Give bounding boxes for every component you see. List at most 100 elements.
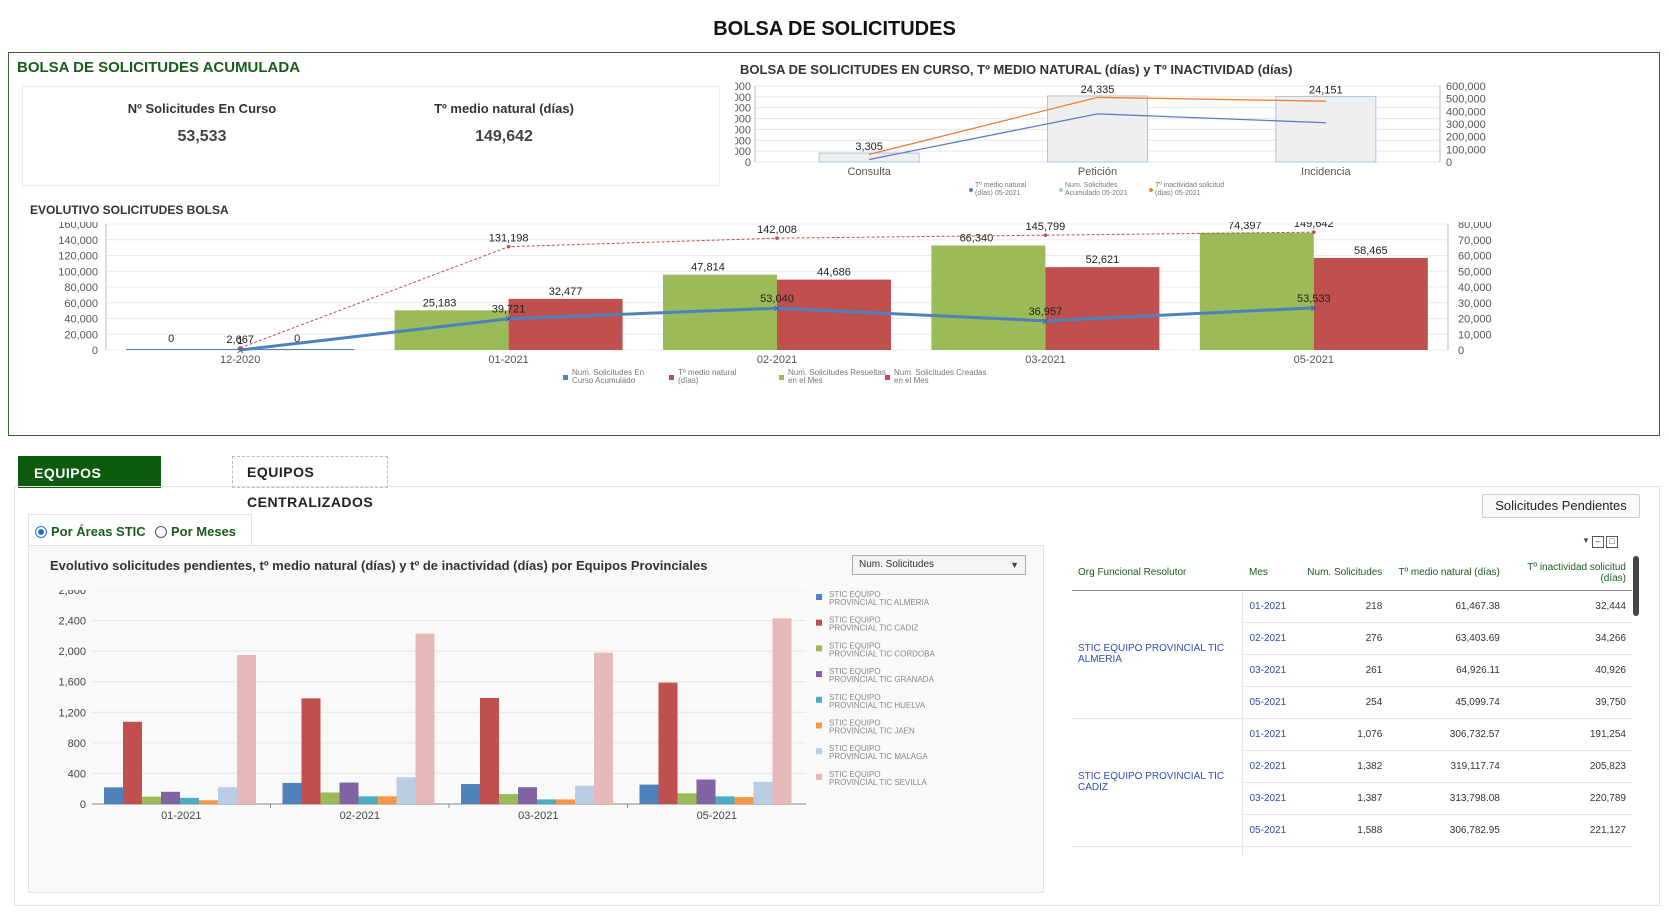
pending-table-grid: Org Funcional Resolutor Mes Num. Solicitud… bbox=[1072, 556, 1632, 856]
legend-label-line: Num. Solicitudes En bbox=[572, 368, 644, 377]
line-data-label: 53,533 bbox=[1297, 293, 1331, 305]
evolutivo-heading: EVOLUTIVO SOLICITUDES BOLSA bbox=[30, 203, 229, 217]
table-row: STIC EQUIPO PROVINCIAL TIC CADIZ 01-2021 1… bbox=[1072, 718, 1632, 847]
org-cell[interactable] bbox=[1072, 846, 1244, 856]
mes-cell[interactable]: 03-2021 bbox=[1242, 782, 1299, 815]
point-medio-natural bbox=[1312, 230, 1316, 234]
bar-resueltas bbox=[1199, 232, 1314, 350]
y-tick-label: 0 bbox=[745, 157, 751, 169]
legend-label-line: (días) 05-2021 bbox=[975, 190, 1021, 197]
radio-por-areas[interactable]: Por Áreas STIC bbox=[35, 524, 146, 539]
legend-label-line: Acumulado 05-2021 bbox=[1065, 190, 1128, 197]
y-tick-label: 24,000 bbox=[735, 92, 751, 104]
mes-cell[interactable]: 05-2021 bbox=[1242, 686, 1299, 719]
column-header[interactable]: Tº inactividad solicitud (días) bbox=[1505, 556, 1632, 591]
y-tick-label: 40,000 bbox=[64, 314, 98, 326]
minimize-icon[interactable]: – bbox=[1592, 536, 1604, 548]
value-cell: 1,382 bbox=[1298, 750, 1389, 783]
chart-curso: 04,0008,00012,00016,00020,00024,00028,00… bbox=[735, 81, 1486, 197]
bar-equipo bbox=[696, 779, 716, 804]
tab-equipos-provinciales[interactable]: EQUIPOS PROVINCIALES bbox=[18, 456, 162, 511]
mes-cell[interactable]: 05-2021 bbox=[1242, 814, 1299, 847]
legend-marker bbox=[816, 594, 822, 600]
mes-cell[interactable]: 01- bbox=[1242, 846, 1299, 856]
line-data-label: 145,799 bbox=[1026, 222, 1066, 233]
bar-equipo bbox=[199, 800, 218, 804]
line-data-label: 142,008 bbox=[757, 224, 797, 236]
caret-down-icon[interactable]: ▾ bbox=[1583, 535, 1589, 545]
mes-cell[interactable]: 02-2021 bbox=[1242, 622, 1299, 655]
y-tick-label: 60,000 bbox=[64, 298, 98, 310]
column-header[interactable]: Num. Solicitudes bbox=[1298, 556, 1389, 591]
y-tick-label: 80,000 bbox=[64, 282, 98, 294]
bar-data-label: 25,183 bbox=[423, 297, 457, 309]
legend-marker bbox=[816, 696, 822, 703]
bar-equipo bbox=[556, 799, 575, 804]
table-row: STIC EQUIPO PROVINCIAL TIC ALMERIA 01-202… bbox=[1072, 590, 1632, 719]
pending-chart-title: Evolutivo solicitudes pendientes, tº med… bbox=[50, 558, 708, 573]
page-title: BOLSA DE SOLICITUDES bbox=[713, 18, 956, 40]
point-en-curso: ✕ bbox=[773, 304, 781, 315]
line-en-curso bbox=[240, 306, 1314, 352]
column-header[interactable]: Org Funcional Resolutor bbox=[1072, 556, 1243, 591]
y2-tick-label: 30,000 bbox=[1458, 298, 1492, 310]
bar-equipo bbox=[161, 791, 180, 804]
bar-equipo bbox=[753, 781, 773, 804]
bar-creadas bbox=[1045, 267, 1160, 350]
bar-acumulado bbox=[1275, 95, 1377, 163]
x-tick-label: 03-2021 bbox=[1025, 354, 1065, 366]
tab-equipos-centralizados[interactable]: EQUIPOS CENTRALIZADOS bbox=[232, 456, 389, 510]
value-cell: 306,782.95 bbox=[1388, 814, 1506, 847]
point-medio-natural bbox=[1043, 233, 1048, 237]
x-tick-label: Petición bbox=[1078, 166, 1117, 178]
value-cell: 254 bbox=[1298, 686, 1389, 719]
y2-tick-label: 200,000 bbox=[1446, 132, 1486, 144]
org-cell[interactable]: STIC EQUIPO PROVINCIAL TIC ALMERIA bbox=[1072, 590, 1244, 719]
kpi-box bbox=[22, 86, 720, 186]
radio-unchecked-icon bbox=[155, 526, 167, 538]
radio-por-meses[interactable]: Por Meses bbox=[155, 524, 236, 539]
value-cell: 313,798.08 bbox=[1388, 782, 1506, 815]
maximize-icon[interactable]: □ bbox=[1606, 536, 1618, 548]
radio-por-areas-label: Por Áreas STIC bbox=[51, 524, 146, 539]
bar-creadas bbox=[240, 349, 355, 350]
point-medio-natural bbox=[506, 244, 511, 249]
bar-data-label: 44,686 bbox=[817, 267, 851, 279]
table-scrollbar[interactable] bbox=[1633, 556, 1639, 616]
legend-marker bbox=[816, 748, 822, 755]
mes-cell[interactable]: 03-2021 bbox=[1242, 654, 1299, 687]
bar-equipo bbox=[339, 782, 359, 804]
legend-marker bbox=[779, 375, 784, 380]
column-header[interactable]: Tº medio natural (días) bbox=[1388, 556, 1506, 591]
mes-cell[interactable]: 01-2021 bbox=[1242, 718, 1299, 751]
legend-marker bbox=[816, 619, 822, 626]
legend-label-line: Num. Solicitudes Creadas bbox=[894, 368, 986, 377]
legend-label-line: PROVINCIAL TIC SEVILLA bbox=[829, 778, 927, 787]
mes-cell[interactable]: 01-2021 bbox=[1242, 590, 1299, 623]
legend-label: Num. Solicitudes En Curso Acumulado bbox=[572, 368, 644, 385]
value-cell: 261 bbox=[1298, 654, 1389, 687]
y-tick-label: 2,000 bbox=[58, 646, 86, 658]
bar-equipo bbox=[320, 792, 340, 804]
org-cell[interactable]: STIC EQUIPO PROVINCIAL TIC CADIZ bbox=[1072, 718, 1244, 847]
metric-select[interactable]: Num. Solicitudes ▼ bbox=[852, 555, 1026, 575]
line-data-label: 39,721 bbox=[492, 304, 526, 316]
column-header[interactable]: Mes bbox=[1242, 556, 1299, 591]
value-cell: 39,750 bbox=[1505, 686, 1632, 719]
legend-label-line: PROVINCIAL TIC CORDOBA bbox=[829, 649, 935, 658]
legend-label-line: Tº medio natural bbox=[678, 368, 737, 377]
bar-equipo bbox=[142, 796, 161, 804]
chart-evolutivo: 020,00040,00060,00080,000100,000120,0001… bbox=[58, 222, 1492, 385]
mes-cell[interactable]: 02-2021 bbox=[1242, 750, 1299, 783]
line-data-label: 131,198 bbox=[489, 233, 529, 245]
table-row: 03-2021 261 64,926.11 40,926 bbox=[1072, 654, 1632, 687]
bar-equipo bbox=[677, 793, 697, 804]
point-en-curso: ✕ bbox=[504, 315, 512, 326]
y2-tick-label: 70,000 bbox=[1458, 235, 1492, 247]
bar-equipo bbox=[180, 797, 199, 804]
bar-equipo bbox=[301, 698, 321, 804]
legend-label-line: en el Mes bbox=[788, 376, 823, 385]
value-cell: 1,387 bbox=[1298, 782, 1389, 815]
solicitudes-pendientes-button[interactable]: Solicitudes Pendientes bbox=[1482, 494, 1640, 518]
y2-tick-label: 80,000 bbox=[1458, 222, 1492, 231]
